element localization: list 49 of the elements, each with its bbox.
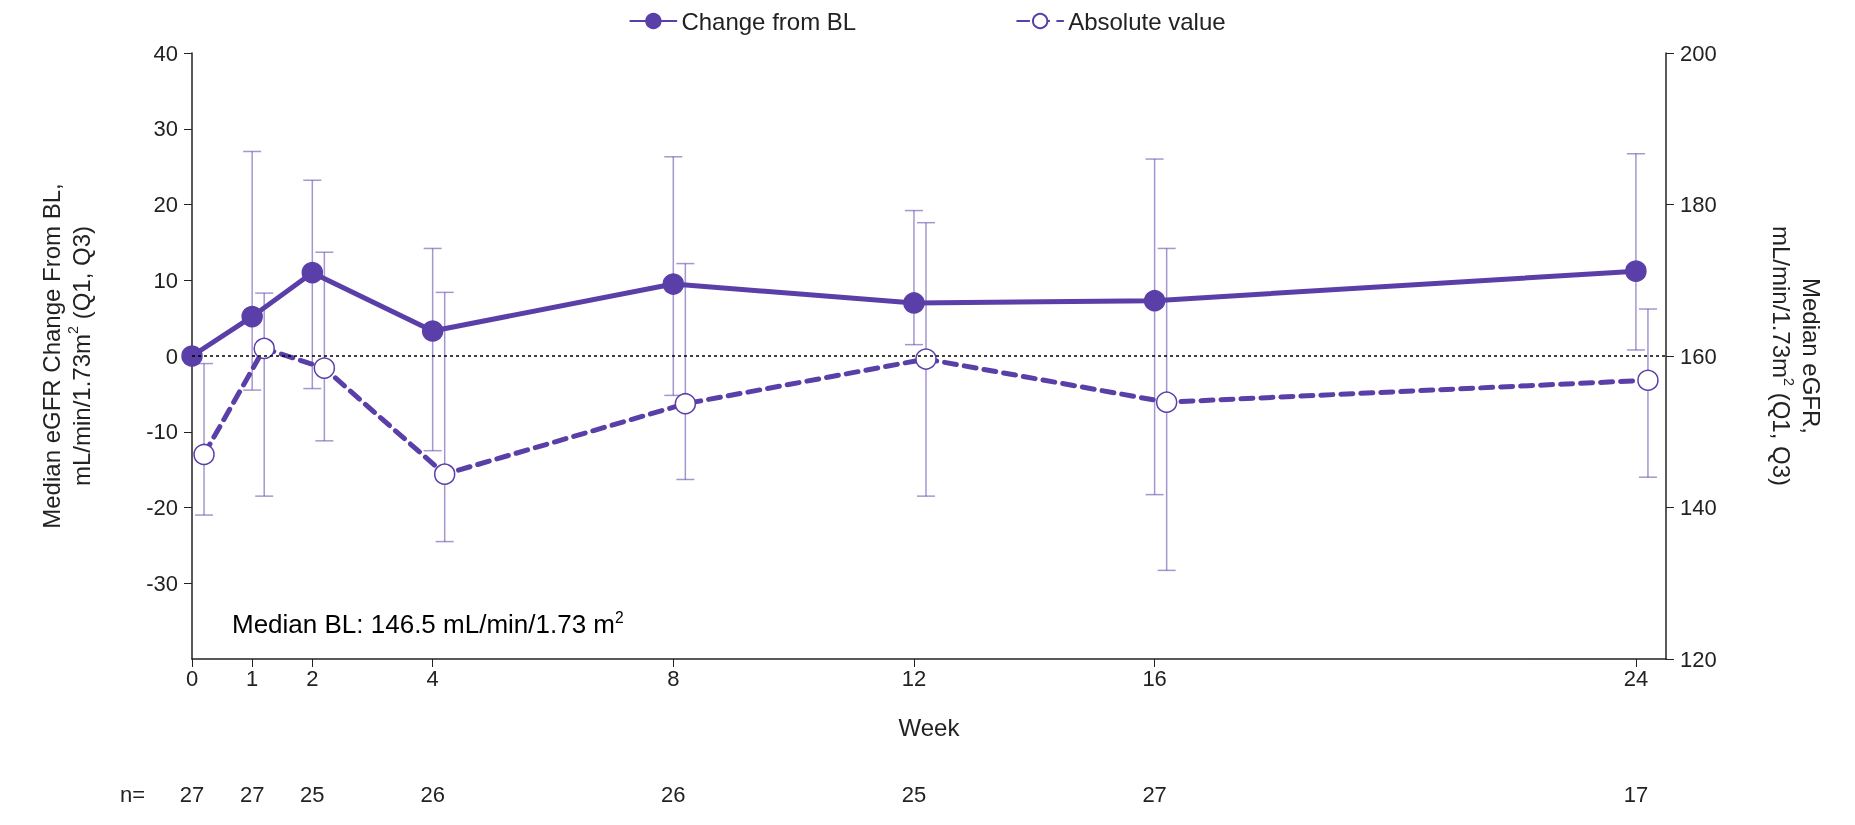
x-tick-label: 24	[1623, 665, 1649, 691]
point	[1637, 369, 1659, 391]
x-tick-label: 4	[426, 665, 439, 691]
y2-tick-label: 120	[1680, 646, 1717, 672]
x-axis-title: Week	[898, 713, 961, 741]
y-tick-label: -20	[146, 495, 178, 520]
point	[313, 357, 336, 379]
x-tick-label: 1	[246, 665, 259, 691]
legend-label: Absolute value	[1068, 7, 1226, 35]
point	[662, 273, 685, 295]
x-tick-label: 2	[306, 665, 319, 691]
y2-tick-label: 140	[1680, 495, 1717, 520]
y-tick-label: 0	[165, 343, 178, 369]
point	[674, 392, 697, 415]
x-tick-label: 12	[901, 665, 927, 691]
point	[421, 320, 444, 342]
point	[433, 463, 456, 485]
y-tick-label: 10	[153, 267, 178, 293]
point	[301, 261, 324, 284]
y-tick-label: -30	[146, 570, 178, 596]
text: 25	[300, 781, 325, 807]
point	[241, 305, 263, 328]
x-tick-label: 16	[1142, 665, 1167, 691]
point	[1143, 289, 1166, 312]
y2-tick-label: 200	[1680, 40, 1717, 66]
y-tick-label: 20	[153, 192, 178, 217]
text: 17	[1623, 781, 1649, 807]
x-tick-label: 0	[185, 665, 199, 691]
point	[915, 348, 937, 370]
point	[1625, 260, 1647, 282]
text: 27	[239, 781, 265, 807]
point	[181, 345, 203, 367]
text: 27	[179, 781, 205, 807]
point	[193, 443, 215, 466]
y-tick-label: 40	[153, 40, 178, 66]
text: 26	[420, 781, 445, 807]
y2-tick-label: 180	[1680, 192, 1717, 217]
text: 25	[901, 781, 927, 807]
point	[1155, 391, 1178, 413]
y2-tick-label: 160	[1680, 343, 1717, 369]
text: 27	[1142, 781, 1167, 807]
y-tick-label: 30	[153, 116, 178, 142]
legend-label: Change from BL	[681, 7, 857, 35]
y-tick-label: -10	[146, 419, 178, 445]
x-tick-label: 8	[667, 665, 680, 691]
point	[903, 292, 925, 314]
text: 26	[661, 781, 686, 807]
point	[253, 337, 275, 360]
text: n=	[120, 781, 146, 807]
